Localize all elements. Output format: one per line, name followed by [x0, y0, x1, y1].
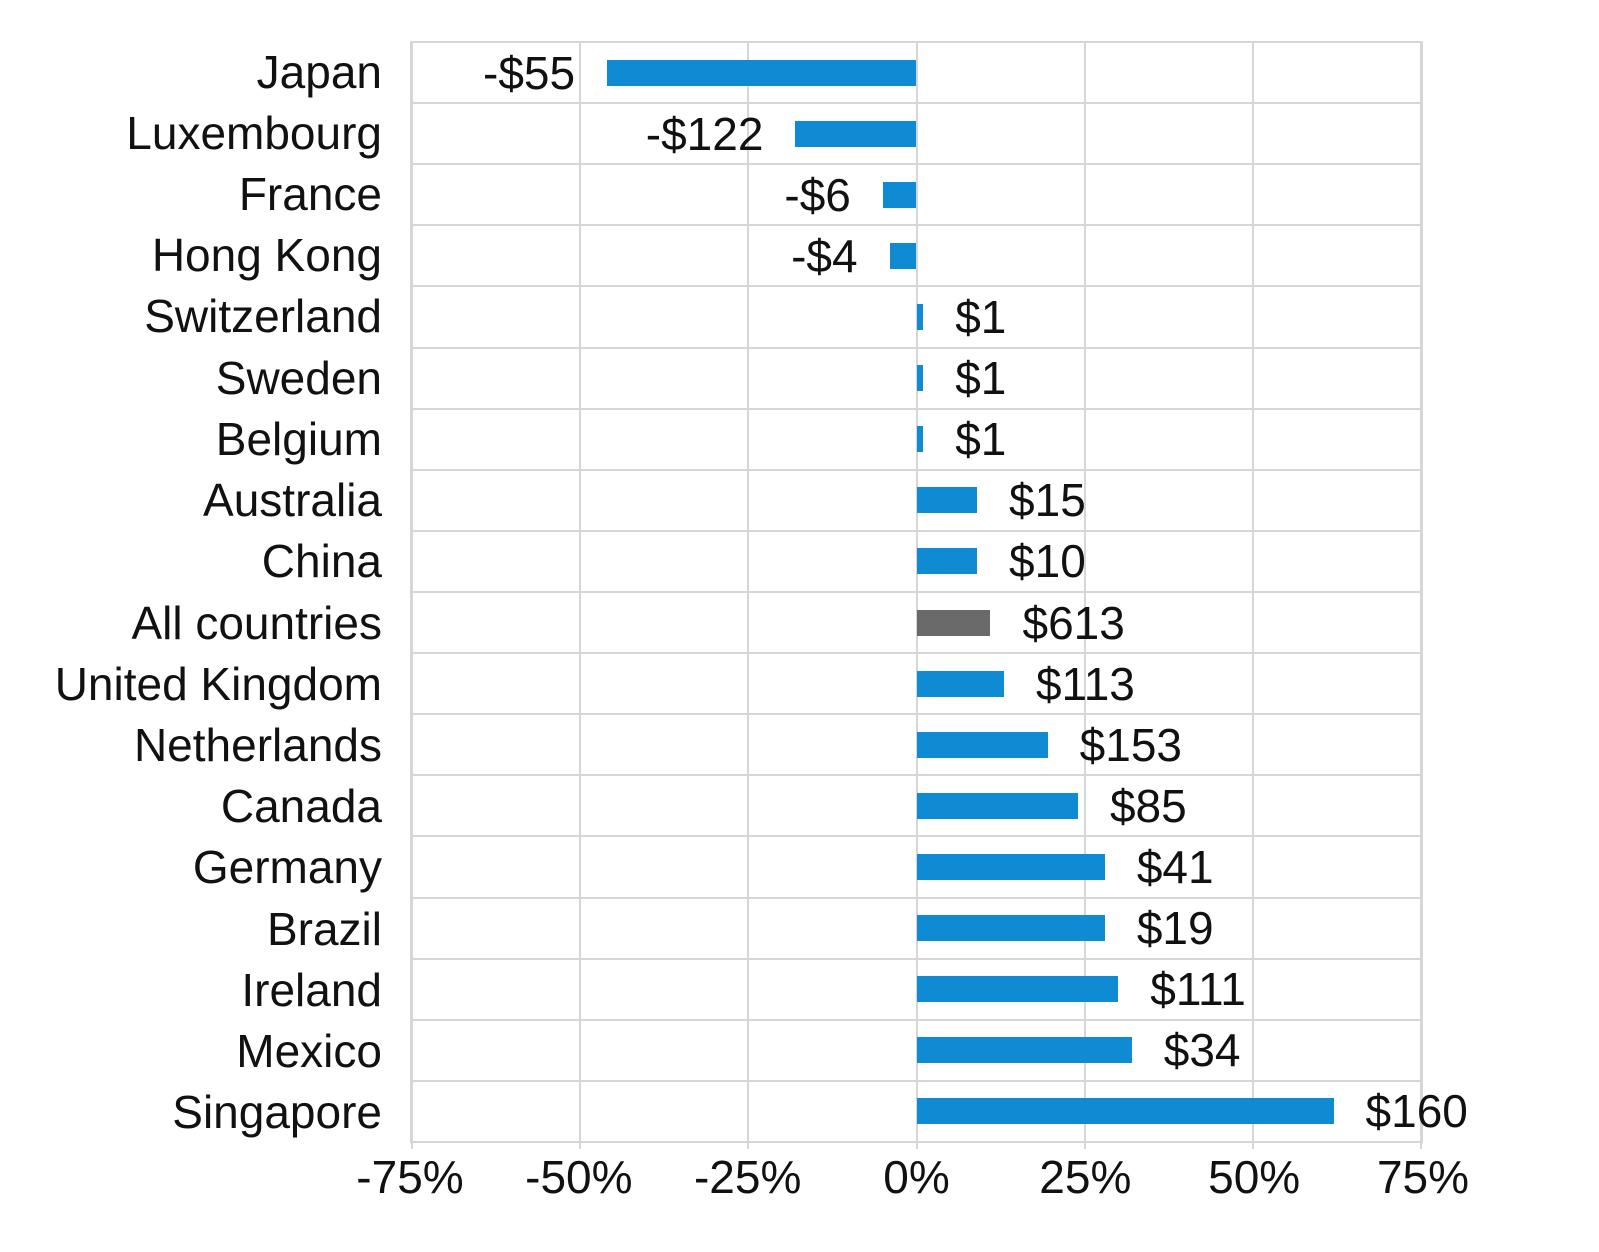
chart-row: $1: [412, 349, 1421, 410]
value-label: $1: [955, 352, 1007, 405]
category-label: Brazil: [266, 902, 382, 955]
plot-area: -$55 -$122 -$6 -$4 $1 $1 $1 $15 $10 $613 $113 $153 $…: [410, 41, 1468, 1149]
chart-row: $34: [412, 1021, 1421, 1082]
bar: [607, 59, 917, 86]
chart-row: -$122: [412, 104, 1421, 166]
category-label: Sweden: [215, 351, 382, 404]
value-label: $153: [1079, 718, 1182, 771]
bar: [916, 303, 924, 330]
value-label: $111: [1150, 963, 1246, 1016]
chart-row: $153: [412, 715, 1421, 777]
value-label: $19: [1136, 902, 1214, 955]
category-labels: Japan Luxembourg France Hong Kong Switzerlan…: [0, 41, 382, 1143]
axis-tick-mark: [579, 1141, 582, 1149]
value-label: $41: [1136, 840, 1214, 893]
value-label: $1: [955, 413, 1007, 466]
chart-row: $10: [412, 532, 1421, 593]
x-tick-label: 25%: [1039, 1151, 1132, 1203]
bar: [916, 792, 1078, 819]
value-label: $10: [1009, 535, 1086, 588]
bar: [916, 548, 978, 575]
bar: [916, 426, 924, 453]
bar: [916, 976, 1119, 1003]
axis-tick-mark: [411, 1141, 413, 1149]
category-label: Singapore: [172, 1086, 382, 1139]
value-label: -$122: [645, 107, 764, 160]
chart-row: $111: [412, 960, 1421, 1021]
category-label: Mexico: [236, 1025, 382, 1078]
category-label: All countries: [131, 596, 382, 649]
bar: [916, 915, 1105, 942]
value-label: -$55: [483, 46, 576, 99]
x-tick-label: -75%: [356, 1151, 464, 1203]
chart-row: -$4: [412, 226, 1421, 288]
bar: [916, 1037, 1132, 1064]
chart-row: $613: [412, 593, 1421, 655]
category-label: Hong Kong: [151, 229, 382, 282]
value-label: $613: [1022, 596, 1125, 649]
value-label: $85: [1109, 779, 1187, 832]
value-label: -$4: [791, 229, 858, 282]
chart-row: -$55: [412, 43, 1421, 105]
bar: [916, 670, 1004, 697]
value-label: $1: [955, 290, 1007, 343]
bar: [916, 487, 978, 514]
bar: [916, 853, 1105, 880]
bar: [916, 1098, 1334, 1125]
category-label: Ireland: [241, 963, 382, 1016]
value-label: $113: [1035, 657, 1135, 710]
x-tick-label: -50%: [525, 1151, 633, 1203]
axis-tick-mark: [1251, 1141, 1254, 1149]
chart-row: $19: [412, 899, 1421, 960]
x-tick-label: 0%: [883, 1151, 950, 1203]
bar: [916, 731, 1048, 758]
x-axis: -75% -50% -25% 0% 25% 50% 75%: [356, 1150, 1469, 1206]
axis-tick-mark: [915, 1141, 918, 1149]
axis-tick-mark: [747, 1141, 750, 1149]
category-label: Japan: [256, 45, 382, 98]
chart-rows: -$55 -$122 -$6 -$4 $1 $1 $1 $15 $10 $613 $113 $153 $…: [412, 43, 1468, 1141]
bar: [889, 242, 917, 269]
category-label: Australia: [203, 474, 382, 527]
category-label: France: [238, 168, 382, 221]
bar-highlight: [916, 609, 991, 636]
value-label: -$6: [784, 168, 851, 221]
x-tick-label: -25%: [693, 1151, 802, 1203]
category-label: United Kingdom: [54, 657, 382, 710]
axis-tick-mark: [1420, 1141, 1422, 1149]
bar: [916, 365, 924, 392]
chart-row: $41: [412, 837, 1421, 899]
category-label: Luxembourg: [126, 106, 382, 159]
chart-row: $113: [412, 654, 1421, 716]
axis-tick-mark: [1083, 1141, 1086, 1149]
gridline: [1420, 43, 1422, 1141]
category-label: Switzerland: [144, 290, 382, 343]
category-label: Germany: [192, 841, 382, 894]
chart-row: $1: [412, 287, 1421, 349]
chart-row: $1: [412, 410, 1421, 471]
bar: [882, 181, 917, 208]
x-tick-label: 50%: [1208, 1151, 1301, 1203]
value-label: $15: [1009, 474, 1086, 527]
value-label: $160: [1365, 1085, 1468, 1138]
category-label: Belgium: [215, 412, 382, 465]
category-label: Netherlands: [133, 719, 382, 772]
chart-row: $85: [412, 776, 1421, 838]
category-label: Canada: [220, 780, 382, 833]
chart-row: $15: [412, 471, 1421, 532]
category-label: China: [261, 535, 382, 588]
value-label: $34: [1163, 1024, 1241, 1077]
chart-row: -$6: [412, 165, 1421, 227]
bar: [795, 120, 917, 147]
x-tick-label: 75%: [1376, 1151, 1470, 1203]
chart-row: $160: [412, 1082, 1468, 1141]
